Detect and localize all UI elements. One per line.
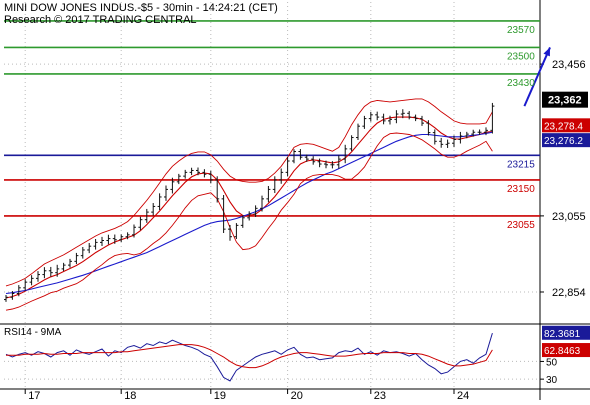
level-label-23215: 23215 (507, 159, 535, 170)
y-tick-label: 23,456 (552, 59, 586, 71)
indicator-price-label: 23,276.2 (544, 136, 583, 147)
rsi-value-label: 62.8463 (544, 346, 581, 357)
rsi-ma-line (6, 344, 493, 369)
rsi-value-badge (542, 325, 590, 340)
rsi-title: RSI14 - 9MA (4, 327, 62, 338)
bollinger-lower-line (5, 132, 493, 311)
moving-average-fast-line (5, 116, 493, 299)
rsi-tick-label: 30 (546, 375, 558, 386)
x-tick-label: 20 (291, 390, 303, 400)
target-arrow-head-icon (543, 47, 550, 57)
indicator-price-badge (542, 133, 590, 148)
indicator-price-label: 23,278.4 (544, 121, 583, 132)
y-tick-label: 22,854 (552, 287, 586, 299)
y-tick-label: 23,055 (552, 211, 586, 223)
rsi-value-badge (542, 343, 590, 358)
current-price-badge (542, 91, 588, 108)
rsi-line (5, 332, 493, 382)
x-tick-label: 17 (28, 390, 40, 400)
level-label-23500: 23500 (507, 51, 535, 62)
x-tick-label: 24 (457, 390, 469, 400)
research-caption: Research © 2017 TRADING CENTRAL (4, 14, 197, 26)
level-label-23430: 23430 (507, 78, 535, 89)
x-tick-label: 23 (374, 390, 386, 400)
level-label-23570: 23570 (507, 25, 535, 36)
target-arrow-shaft (523, 47, 551, 107)
rsi-value-label: 82.3681 (544, 329, 581, 340)
x-tick-label: 19 (214, 390, 226, 400)
bollinger-upper-line (5, 98, 493, 287)
level-label-23055: 23055 (507, 220, 535, 231)
x-tick-label: 18 (124, 390, 136, 400)
rsi-tick-label: 50 (546, 357, 558, 368)
chart-title: MINI DOW JONES INDUS.-$5 - 30min - 14:24… (4, 2, 278, 14)
level-label-23150: 23150 (507, 184, 535, 195)
indicator-price-badge (542, 118, 590, 133)
current-price-label: 23,362 (548, 95, 582, 107)
